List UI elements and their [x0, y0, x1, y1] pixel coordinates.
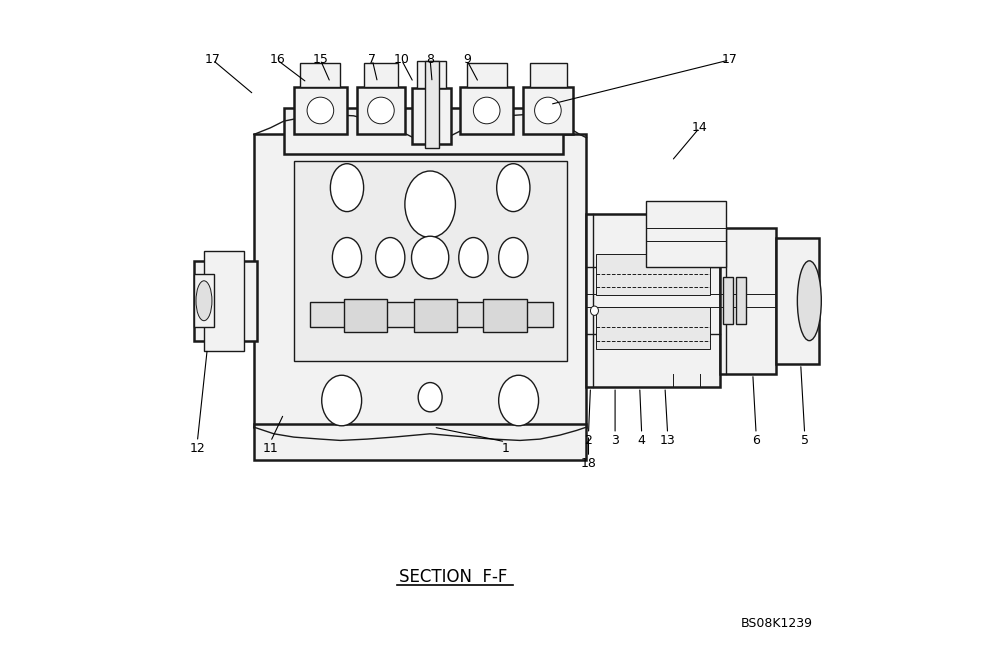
Bar	[254, 424, 586, 460]
Ellipse shape	[459, 238, 488, 277]
Text: 6: 6	[752, 434, 760, 447]
Bar	[357, 87, 405, 134]
Ellipse shape	[590, 306, 598, 315]
Ellipse shape	[376, 238, 405, 277]
Text: 13: 13	[660, 434, 676, 447]
Text: 18: 18	[581, 457, 596, 470]
Bar	[586, 214, 720, 387]
Bar	[523, 87, 573, 134]
Text: 11: 11	[263, 442, 278, 455]
Text: 17: 17	[722, 53, 737, 66]
Bar	[776, 238, 819, 364]
Text: 8: 8	[426, 53, 434, 66]
Text: 4: 4	[638, 434, 646, 447]
Bar	[646, 201, 726, 267]
Text: 12: 12	[189, 442, 205, 455]
Ellipse shape	[499, 375, 539, 426]
Bar	[412, 88, 451, 144]
Ellipse shape	[418, 383, 442, 412]
Bar	[294, 87, 347, 134]
Text: SECTION  F-F: SECTION F-F	[399, 568, 508, 586]
Bar	[194, 274, 214, 327]
Text: 9: 9	[463, 53, 471, 66]
Ellipse shape	[473, 97, 500, 124]
Ellipse shape	[405, 171, 455, 238]
Bar	[300, 63, 340, 87]
Text: 16: 16	[269, 53, 285, 66]
Bar	[417, 61, 446, 88]
Text: 17: 17	[205, 53, 221, 66]
Text: 2: 2	[585, 434, 592, 447]
Text: 7: 7	[368, 53, 376, 66]
Ellipse shape	[322, 375, 362, 426]
Text: 5: 5	[801, 434, 809, 447]
Bar	[364, 63, 398, 87]
Bar	[310, 302, 553, 327]
Bar	[460, 87, 513, 134]
Ellipse shape	[368, 97, 394, 124]
Bar	[720, 228, 776, 374]
Text: 10: 10	[394, 53, 409, 66]
Bar	[425, 61, 439, 148]
Ellipse shape	[332, 238, 362, 277]
Ellipse shape	[499, 238, 528, 277]
Bar	[483, 299, 527, 332]
Text: 3: 3	[611, 434, 619, 447]
Bar	[467, 63, 507, 87]
Ellipse shape	[497, 164, 530, 212]
Bar	[194, 261, 257, 341]
Text: 15: 15	[312, 53, 328, 66]
Text: 14: 14	[692, 122, 707, 134]
Bar	[736, 277, 746, 324]
Bar	[596, 307, 710, 349]
Bar	[204, 251, 244, 351]
Ellipse shape	[330, 164, 364, 212]
Bar	[414, 299, 457, 332]
Bar	[530, 63, 567, 87]
Bar	[284, 108, 563, 154]
Bar	[596, 254, 710, 295]
Ellipse shape	[535, 97, 561, 124]
Ellipse shape	[307, 97, 334, 124]
Ellipse shape	[196, 281, 212, 321]
Text: BS08K1239: BS08K1239	[741, 617, 813, 630]
Ellipse shape	[412, 236, 449, 279]
Bar	[723, 277, 733, 324]
Bar	[294, 161, 567, 361]
Ellipse shape	[797, 261, 821, 341]
Bar	[344, 299, 387, 332]
Bar	[254, 134, 586, 427]
Text: 1: 1	[501, 442, 509, 455]
